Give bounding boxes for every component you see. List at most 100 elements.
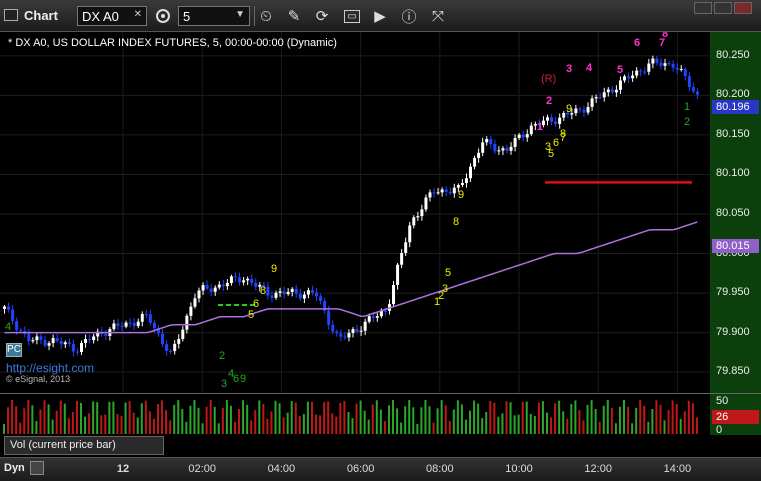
- replay-button[interactable]: ▶: [368, 5, 392, 27]
- volume-bar: [371, 404, 374, 434]
- volume-study-label[interactable]: Vol (current price bar): [4, 436, 164, 455]
- window-title: Chart: [24, 8, 58, 23]
- volume-bar: [375, 400, 378, 434]
- volume-bar: [655, 400, 658, 434]
- vol-axis-top: 50: [716, 395, 729, 407]
- volume-bar: [602, 405, 605, 434]
- cursor-button[interactable]: ⤧: [426, 5, 450, 27]
- volume-bar: [132, 412, 135, 434]
- volume-bar: [315, 414, 318, 434]
- volume-bar: [513, 415, 516, 434]
- candle-body: [550, 117, 554, 122]
- volume-bar: [396, 408, 399, 434]
- price-tick-label: 80.150: [716, 127, 750, 140]
- candle-body: [148, 314, 152, 323]
- volume-bar: [262, 403, 265, 434]
- volume-bar: [229, 405, 232, 434]
- volume-bar: [452, 409, 455, 434]
- ma-value-tag: 80.015: [712, 239, 759, 253]
- scale-lock-button[interactable]: [30, 461, 44, 475]
- volume-bar: [177, 400, 180, 434]
- candle-body: [477, 152, 481, 159]
- candle-body: [221, 284, 225, 287]
- candle-body: [444, 189, 448, 192]
- volume-bar: [88, 413, 91, 434]
- copyright: © eSignal, 2013: [6, 374, 71, 384]
- setup-count-label: 1: [684, 101, 690, 113]
- candle-body: [242, 280, 246, 283]
- candle-body: [282, 291, 286, 295]
- volume-bar: [148, 411, 151, 434]
- candle-body: [440, 189, 444, 193]
- volume-bar: [618, 406, 621, 434]
- candle-body: [51, 338, 55, 344]
- time-axis[interactable]: Dyn 12 02:00 04:00 06:00 08:00 10:00 12:00 14:0…: [0, 457, 761, 481]
- candle-body: [627, 76, 631, 79]
- clear-icon[interactable]: ✕: [133, 9, 142, 20]
- volume-bar: [310, 401, 313, 434]
- symbol-input[interactable]: DX A0 ✕: [77, 6, 147, 26]
- moving-average-line: [4, 221, 698, 334]
- refresh-button[interactable]: ⟳: [310, 5, 334, 27]
- info-button[interactable]: ⓘ: [397, 5, 421, 27]
- volume-bar: [108, 401, 111, 434]
- setup-count-label: 5: [548, 148, 554, 160]
- vol-axis-bottom: 0: [716, 424, 723, 436]
- candle-body: [606, 89, 610, 93]
- interval-select[interactable]: 5 ▼: [178, 6, 250, 26]
- candle-body: [347, 332, 351, 338]
- clock-icon: ⏲: [260, 7, 272, 25]
- symbol-settings-button[interactable]: [152, 6, 174, 26]
- candle-body: [546, 117, 550, 121]
- chart-window-icon: [4, 9, 18, 21]
- volume-bar: [554, 403, 557, 434]
- setup-count-label: 8: [662, 32, 668, 40]
- candle-body: [695, 91, 699, 95]
- maximize-button[interactable]: [714, 2, 732, 14]
- volume-bar: [31, 405, 34, 434]
- volume-bar: [562, 411, 565, 434]
- candle-body: [436, 192, 440, 194]
- price-axis[interactable]: 80.25080.20080.15080.10080.05080.00079.9…: [710, 32, 761, 393]
- volume-bar: [39, 409, 42, 434]
- minimize-button[interactable]: [694, 2, 712, 14]
- candle-body: [655, 58, 659, 63]
- candle-body: [173, 343, 177, 352]
- time-tick-label: 14:00: [663, 463, 692, 475]
- close-button[interactable]: [734, 2, 752, 14]
- candle-body: [258, 284, 262, 287]
- candle-body: [67, 342, 71, 345]
- volume-bar: [383, 421, 386, 434]
- volume-bar: [181, 408, 184, 434]
- chevron-down-icon[interactable]: ▼: [235, 9, 245, 20]
- info-icon: ⓘ: [401, 8, 417, 26]
- volume-pane[interactable]: [0, 393, 710, 435]
- setup-count-label: 6: [233, 373, 239, 385]
- template-button[interactable]: ▭: [340, 5, 364, 27]
- volume-bar: [23, 408, 26, 434]
- volume-bar: [509, 402, 512, 434]
- candle-body: [310, 290, 314, 293]
- candle-body: [424, 197, 428, 210]
- volume-bar: [594, 408, 597, 434]
- candle-body: [177, 338, 181, 344]
- candle-body: [181, 329, 185, 339]
- candle-body: [574, 108, 578, 114]
- candle-body: [355, 329, 359, 332]
- volume-bar: [63, 403, 66, 434]
- volume-bar: [205, 406, 208, 434]
- setup-count-label: 9: [566, 103, 572, 115]
- price-chart[interactable]: 9 8 6 5 2 3 4 6 9 4 9 8 5 3 2 1 (R) 1 2 3 4 5 6 7 8 5 6 7 9 8 3 1 2: [0, 28, 710, 393]
- pc-badge[interactable]: PC: [6, 343, 22, 357]
- setup-count-label: (R): [541, 73, 556, 85]
- clock-button[interactable]: ⏲: [254, 5, 278, 27]
- volume-bar: [290, 401, 293, 434]
- candle-body: [201, 285, 205, 291]
- draw-button[interactable]: ✎: [282, 5, 306, 27]
- candle-body: [128, 322, 132, 324]
- candle-body: [513, 138, 517, 147]
- candle-body: [96, 331, 100, 337]
- candle-body: [473, 158, 477, 167]
- volume-bar: [327, 401, 330, 434]
